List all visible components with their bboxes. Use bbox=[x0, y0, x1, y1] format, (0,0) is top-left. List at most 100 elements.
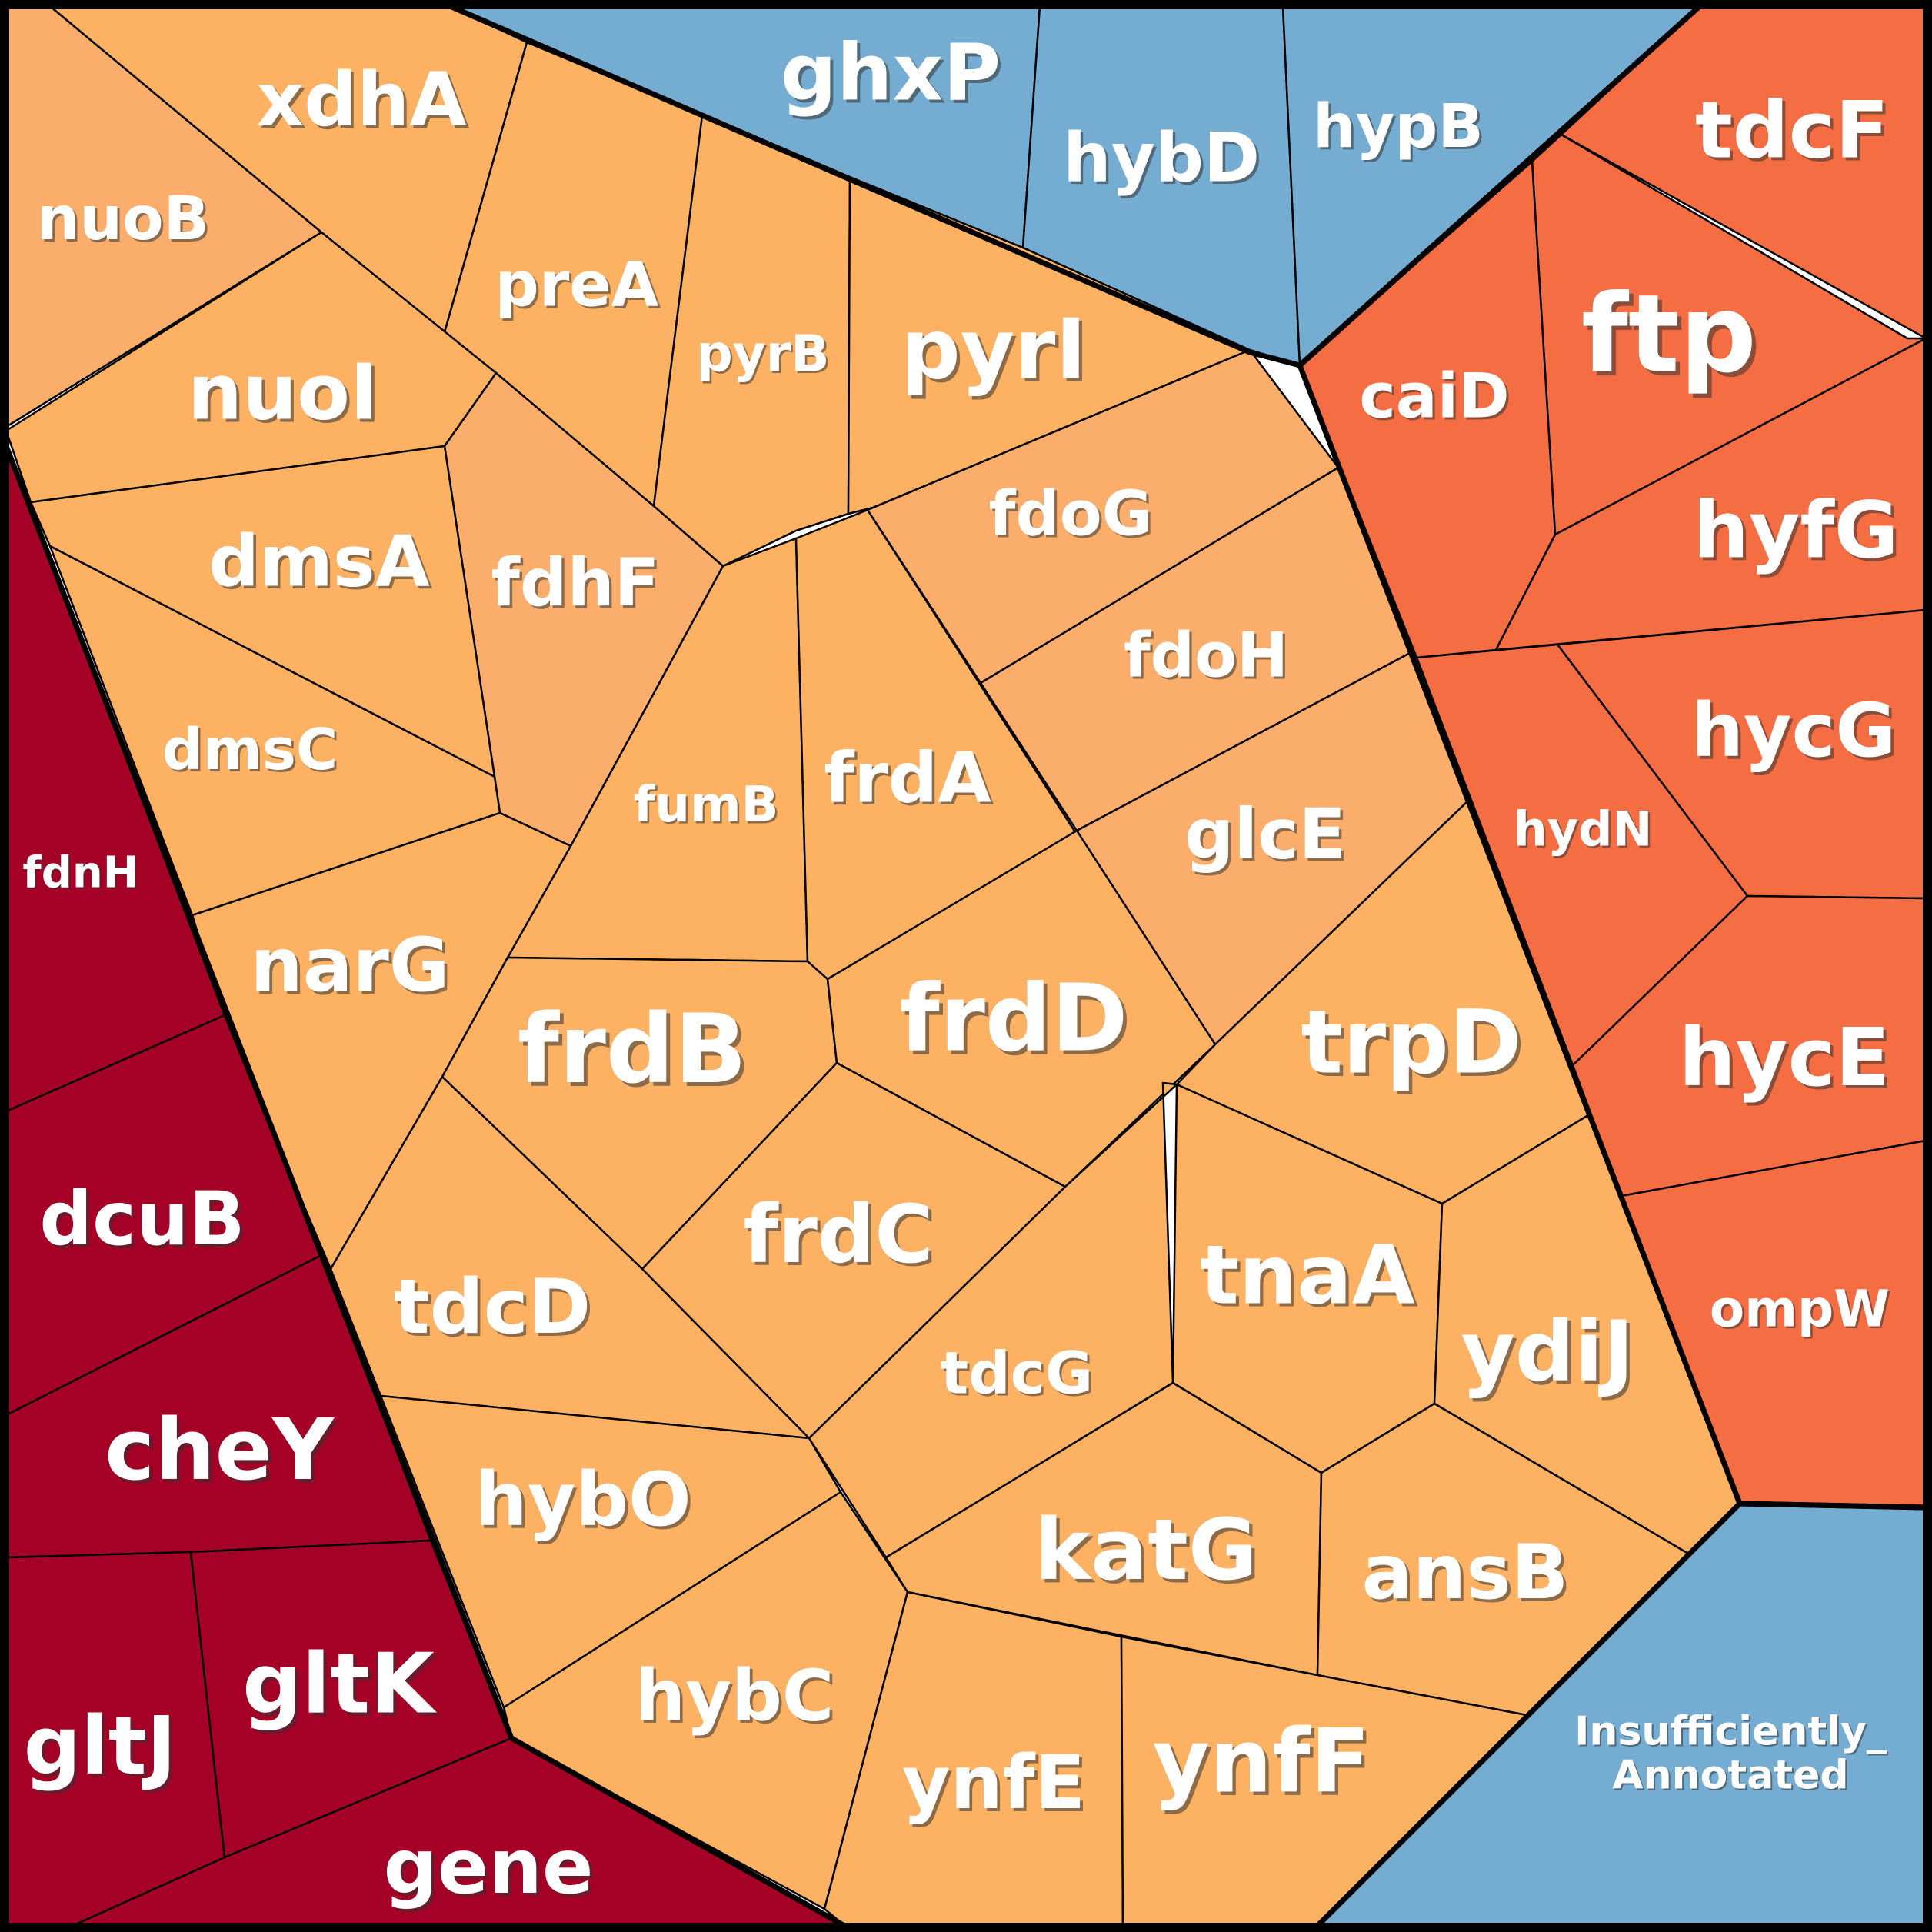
cell-label-shadow-hybC: hybC bbox=[638, 1657, 837, 1740]
cell-label-frdB: frdB bbox=[518, 994, 747, 1105]
cell-label-shadow-frdD: frdD bbox=[903, 969, 1131, 1076]
cell-label-shadow-hycG: hycG bbox=[1694, 691, 1900, 777]
cell-label-shadow-hybO: hybO bbox=[478, 1460, 694, 1546]
cell-label-fdoG: fdoG bbox=[989, 478, 1153, 550]
cell-label-ompW: ompW bbox=[1710, 1280, 1890, 1339]
cell-label-dmsA: dmsA bbox=[208, 521, 430, 603]
cell-label-shadow-hyfG: hyfG bbox=[1696, 488, 1901, 580]
cell-label-shadow-preA: preA bbox=[498, 251, 661, 323]
cell-label-shadow-caiD: caiD bbox=[1362, 363, 1512, 435]
cell-label-hycE: hycE bbox=[1679, 1011, 1890, 1104]
cell-label-shadow-katG: katG bbox=[1038, 1504, 1261, 1602]
cell-label-shadow-insuff: Insufficiently_ bbox=[1576, 1710, 1888, 1756]
cell-label-shadow-nuoB: nuoB bbox=[39, 187, 212, 256]
cell-label-shadow-dcuB: dcuB bbox=[42, 1179, 248, 1265]
cell-label-shadow-hycE: hycE bbox=[1682, 1014, 1894, 1108]
cell-label-ghxP: ghxP bbox=[781, 28, 1001, 119]
cell-label-katG: katG bbox=[1034, 1501, 1257, 1599]
cell-label-shadow-tdcF: tdcF bbox=[1698, 88, 1892, 180]
cell-label-cheY: cheY bbox=[105, 1401, 335, 1499]
cell-label-dmsC: dmsC bbox=[162, 717, 338, 783]
cell-label-shadow-dmsC: dmsC bbox=[165, 719, 340, 785]
cell-label-nuoB: nuoB bbox=[37, 185, 209, 254]
cell-label-shadow-tdcD: tdcD bbox=[397, 1267, 594, 1354]
cell-label-tdcD: tdcD bbox=[394, 1264, 591, 1351]
cell-label-hybD: hybD bbox=[1063, 118, 1260, 198]
cell-label-shadow-frdB: frdB bbox=[521, 998, 751, 1109]
cell-label-shadow-glcE: glcE bbox=[1188, 797, 1349, 878]
cell-label-shadow-hydN: hydN bbox=[1515, 803, 1654, 859]
cell-label-shadow-frdC: frdC bbox=[747, 1191, 937, 1284]
cell-label-shadow-ompW: ompW bbox=[1712, 1281, 1892, 1341]
cell-label-frdC: frdC bbox=[743, 1188, 933, 1281]
cell-label-glcE: glcE bbox=[1184, 794, 1346, 875]
cell-label-insuff: Insufficiently_ bbox=[1574, 1708, 1887, 1754]
cell-label-ansB: ansB bbox=[1362, 1529, 1569, 1617]
cell-label-shadow-tdcG: tdcG bbox=[943, 1341, 1095, 1410]
cell-label-shadow-pyrI: pyrI bbox=[904, 305, 1090, 401]
cells-layer bbox=[5, 5, 1927, 1928]
cell-label-shadow-xdhA: xdhA bbox=[259, 60, 469, 146]
cell-label-shadow-frdA: frdA bbox=[827, 741, 994, 821]
cell-label-ynfE: ynfE bbox=[902, 1740, 1085, 1826]
cell-label-pyrB: pyrB bbox=[696, 325, 829, 384]
cell-label-shadow-ydiJ: ydiJ bbox=[1464, 1307, 1637, 1404]
cell-label-tdcG: tdcG bbox=[941, 1339, 1093, 1407]
cell-label-hybO: hybO bbox=[475, 1457, 691, 1543]
cell-label-fumB: fumB bbox=[634, 777, 779, 834]
cell-label-shadow-trpD: trpD bbox=[1304, 994, 1525, 1097]
cell-label-shadow-insuff: Annotated bbox=[1614, 1754, 1850, 1800]
cell-label-shadow-fdhF: fdhF bbox=[494, 547, 662, 624]
cell-label-shadow-dmsA: dmsA bbox=[212, 523, 433, 605]
cell-label-dcuB: dcuB bbox=[39, 1176, 245, 1262]
cell-label-caiD: caiD bbox=[1359, 361, 1509, 432]
cell-label-shadow-gene: gene bbox=[386, 1827, 596, 1914]
cell-label-tdcF: tdcF bbox=[1695, 85, 1889, 177]
cell-label-shadow-ynfE: ynfE bbox=[905, 1743, 1088, 1829]
cell-label-shadow-hypB: hypB bbox=[1315, 95, 1486, 164]
cell-label-hybC: hybC bbox=[635, 1655, 834, 1737]
cell-label-tnaA: tnaA bbox=[1200, 1228, 1415, 1323]
cell-label-shadow-fumB: fumB bbox=[635, 779, 781, 836]
cell-label-ftp: ftp bbox=[1581, 272, 1757, 398]
cell-label-shadow-pyrB: pyrB bbox=[698, 326, 831, 385]
cell-label-shadow-gltJ: gltJ bbox=[27, 1702, 180, 1796]
cell-label-preA: preA bbox=[495, 249, 659, 321]
cell-label-hypB: hypB bbox=[1313, 92, 1484, 162]
cell-label-shadow-hybD: hybD bbox=[1065, 121, 1262, 200]
cell-label-shadow-fdnH: fdnH bbox=[25, 850, 141, 900]
cell-label-trpD: trpD bbox=[1301, 991, 1522, 1094]
cell-label-gltJ: gltJ bbox=[24, 1699, 177, 1793]
cell-label-frdD: frdD bbox=[900, 966, 1128, 1073]
cell-label-hycG: hycG bbox=[1691, 688, 1897, 774]
cell-label-gene: gene bbox=[384, 1824, 594, 1911]
cell-label-hydN: hydN bbox=[1514, 801, 1653, 858]
cell-label-shadow-ghxP: ghxP bbox=[784, 31, 1004, 122]
cell-label-ydiJ: ydiJ bbox=[1461, 1304, 1634, 1401]
cell-label-fdnH: fdnH bbox=[22, 848, 138, 898]
cell-label-gltK: gltK bbox=[242, 1637, 437, 1733]
cell-tdcD bbox=[329, 1075, 811, 1440]
cell-label-shadow-fdoG: fdoG bbox=[991, 481, 1155, 552]
cell-label-shadow-gltK: gltK bbox=[245, 1640, 440, 1736]
cell-label-nuoI: nuoI bbox=[188, 348, 378, 438]
cell-label-shadow-ftp: ftp bbox=[1586, 276, 1761, 401]
cell-label-frdA: frdA bbox=[824, 738, 991, 819]
cell-label-shadow-narG: narG bbox=[253, 925, 452, 1011]
cell-label-fdoH: fdoH bbox=[1124, 620, 1288, 691]
cell-frdD bbox=[826, 829, 1217, 1188]
cell-label-ynfF: ynfF bbox=[1153, 1710, 1371, 1813]
cell-label-xdhA: xdhA bbox=[256, 57, 466, 143]
cell-label-shadow-fdoH: fdoH bbox=[1126, 622, 1291, 694]
cell-label-fdhF: fdhF bbox=[491, 545, 660, 621]
cell-label-shadow-ynfF: ynfF bbox=[1156, 1714, 1374, 1816]
cell-label-hyfG: hyfG bbox=[1693, 485, 1898, 577]
cell-label-shadow-tnaA: tnaA bbox=[1203, 1231, 1418, 1326]
cell-label-narG: narG bbox=[250, 922, 449, 1008]
cell-label-pyrI: pyrI bbox=[901, 302, 1086, 398]
cell-label-insuff: Annotated bbox=[1612, 1753, 1848, 1799]
